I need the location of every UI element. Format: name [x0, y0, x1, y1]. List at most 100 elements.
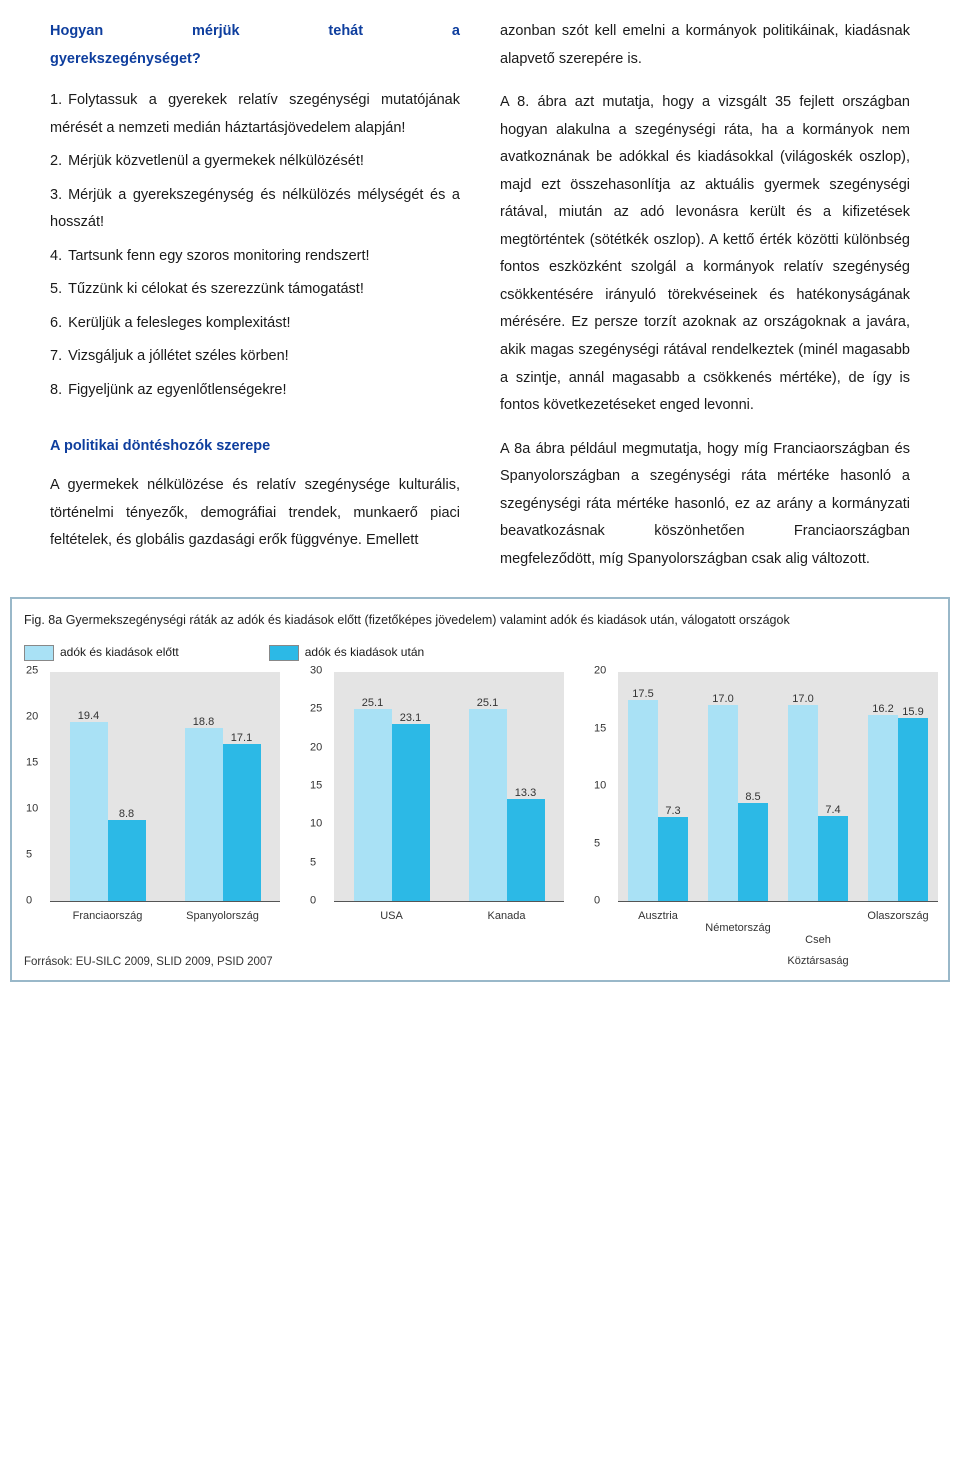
chart-box: 05101520253025.123.125.113.3USAKanada: [334, 672, 564, 924]
right-column: azonban szót kell emelni a kormányok pol…: [500, 18, 910, 573]
bar-before: 18.8: [185, 728, 223, 901]
right-p3: A 8a ábra például megmutatja, hogy míg F…: [500, 436, 910, 574]
legend-swatch-after: [269, 645, 299, 661]
chart-plot: 0510152017.57.317.08.517.07.416.215.9: [618, 672, 938, 902]
list-item: 8. Figyeljünk az egyenlőtlenségekre!: [50, 377, 460, 405]
chart-box: 051015202519.48.818.817.1FranciaországSp…: [50, 672, 280, 924]
list-item: 2. Mérjük közvetlenül a gyermekek nélkülö…: [50, 148, 460, 176]
y-tick: 0: [594, 890, 600, 911]
right-p2: A 8. ábra azt mutatja, hogy a vizsgált 3…: [500, 89, 910, 420]
bar-value-label: 17.0: [792, 689, 813, 710]
bar-after: 8.8: [108, 820, 146, 901]
bar-before: 17.0: [788, 705, 818, 901]
chart-panel: 05101520253025.123.125.113.3USAKanada: [308, 672, 564, 946]
y-tick: 0: [26, 890, 32, 911]
x-label: USA: [334, 906, 449, 927]
y-tick: 15: [310, 775, 322, 796]
x-label: Olaszország: [858, 906, 938, 927]
numbered-list: 1.Folytassuk a gyerekek relatív szegénys…: [50, 87, 460, 404]
figure-title-rest: Gyermekszegénységi ráták az adók és kiad…: [66, 613, 790, 627]
bar-value-label: 16.2: [872, 699, 893, 720]
left-paragraph: A gyermekek nélkülözése és relatív szegé…: [50, 472, 460, 555]
x-label: Ausztria: [618, 906, 698, 927]
y-tick: 20: [26, 706, 38, 727]
x-labels: USAKanada: [334, 906, 564, 924]
y-tick: 25: [26, 660, 38, 681]
bar-value-label: 23.1: [400, 708, 421, 729]
list-text: Folytassuk a gyerekek relatív szegénység…: [50, 92, 460, 136]
list-item: 7. Vizsgáljuk a jóllétet széles körben!: [50, 343, 460, 371]
list-item: 6.Kerüljük a felesleges komplexitást!: [50, 310, 460, 338]
y-tick: 0: [310, 890, 316, 911]
bar-before: 16.2: [868, 715, 898, 901]
bar-before: 17.5: [628, 700, 658, 901]
bar-value-label: 7.4: [825, 800, 840, 821]
bar-before: 25.1: [469, 709, 507, 901]
x-label: Németország: [698, 918, 778, 939]
list-text: Tartsunk fenn egy szoros monitoring rend…: [68, 248, 369, 264]
list-item: 5. Tűzzünk ki célokat és szerezzünk támog…: [50, 276, 460, 304]
list-number: 2.: [50, 153, 62, 169]
figure-8a: Fig. 8a Gyermekszegénységi ráták az adók…: [10, 597, 950, 981]
bar-value-label: 7.3: [665, 801, 680, 822]
subheading-politics: A politikai döntéshozók szerepe: [50, 433, 460, 461]
bar-value-label: 25.1: [362, 693, 383, 714]
figure-title: Fig. 8a Gyermekszegénységi ráták az adók…: [24, 609, 936, 633]
legend-after-label: adók és kiadások után: [305, 641, 424, 664]
x-label: Franciaország: [50, 906, 165, 927]
list-text: Kerüljük a felesleges komplexitást!: [68, 315, 290, 331]
right-p1: azonban szót kell emelni a kormányok pol…: [500, 18, 910, 73]
page: Hogyan mérjük tehát a gyerekszegénységet…: [0, 0, 960, 583]
y-tick: 20: [310, 737, 322, 758]
y-tick: 5: [594, 833, 600, 854]
list-item: 1.Folytassuk a gyerekek relatív szegénys…: [50, 87, 460, 142]
y-tick: 15: [26, 752, 38, 773]
list-number: 5.: [50, 281, 62, 297]
chart-panel: 0510152017.57.317.08.517.07.416.215.9Aus…: [592, 672, 938, 946]
bar-value-label: 15.9: [902, 702, 923, 723]
y-tick: 30: [310, 660, 322, 681]
x-label: Spanyolország: [165, 906, 280, 927]
legend-before-label: adók és kiadások előtt: [60, 641, 179, 664]
chart-panel: 051015202519.48.818.817.1FranciaországSp…: [24, 672, 280, 946]
list-text: Tűzzünk ki célokat és szerezzünk támogat…: [68, 281, 364, 297]
y-tick: 10: [310, 814, 322, 835]
bar-value-label: 17.1: [231, 728, 252, 749]
bar-after: 7.3: [658, 817, 688, 901]
chart-panels: 051015202519.48.818.817.1FranciaországSp…: [24, 672, 936, 946]
bar-after: 15.9: [898, 718, 928, 901]
left-heading-line1: Hogyan mérjük tehát a: [50, 18, 460, 46]
list-item: 3.Mérjük a gyerekszegénység és nélkülözé…: [50, 182, 460, 237]
left-column: Hogyan mérjük tehát a gyerekszegénységet…: [50, 18, 460, 573]
bar-after: 13.3: [507, 799, 545, 901]
list-text: Figyeljünk az egyenlőtlenségekre!: [68, 382, 286, 398]
y-tick: 15: [594, 718, 606, 739]
x-label: Cseh Köztársaság: [778, 930, 858, 972]
y-tick: 10: [594, 775, 606, 796]
y-tick: 25: [310, 699, 322, 720]
chart-box: 0510152017.57.317.08.517.07.416.215.9Aus…: [618, 672, 938, 946]
bar-after: 8.5: [738, 803, 768, 901]
chart-plot: 05101520253025.123.125.113.3: [334, 672, 564, 902]
list-item: 4.Tartsunk fenn egy szoros monitoring re…: [50, 243, 460, 271]
bar-value-label: 25.1: [477, 693, 498, 714]
y-tick: 10: [26, 798, 38, 819]
bar-value-label: 17.5: [632, 684, 653, 705]
bar-value-label: 19.4: [78, 706, 99, 727]
list-text: Vizsgáljuk a jóllétet széles körben!: [68, 348, 289, 364]
bar-before: 17.0: [708, 705, 738, 901]
x-label: Kanada: [449, 906, 564, 927]
bar-value-label: 17.0: [712, 689, 733, 710]
bar-before: 19.4: [70, 722, 108, 900]
legend-swatch-before: [24, 645, 54, 661]
x-labels: AusztriaNémetországCseh KöztársaságOlasz…: [618, 906, 938, 946]
list-number: 1.: [50, 92, 62, 108]
bar-value-label: 18.8: [193, 712, 214, 733]
list-text: Mérjük közvetlenül a gyermekek nélkülözé…: [68, 153, 364, 169]
bar-value-label: 8.8: [119, 804, 134, 825]
list-text: Mérjük a gyerekszegénység és nélkülözés …: [50, 187, 460, 231]
bar-value-label: 8.5: [745, 787, 760, 808]
list-number: 8.: [50, 382, 62, 398]
text-columns: Hogyan mérjük tehát a gyerekszegénységet…: [50, 18, 910, 573]
list-number: 7.: [50, 348, 62, 364]
